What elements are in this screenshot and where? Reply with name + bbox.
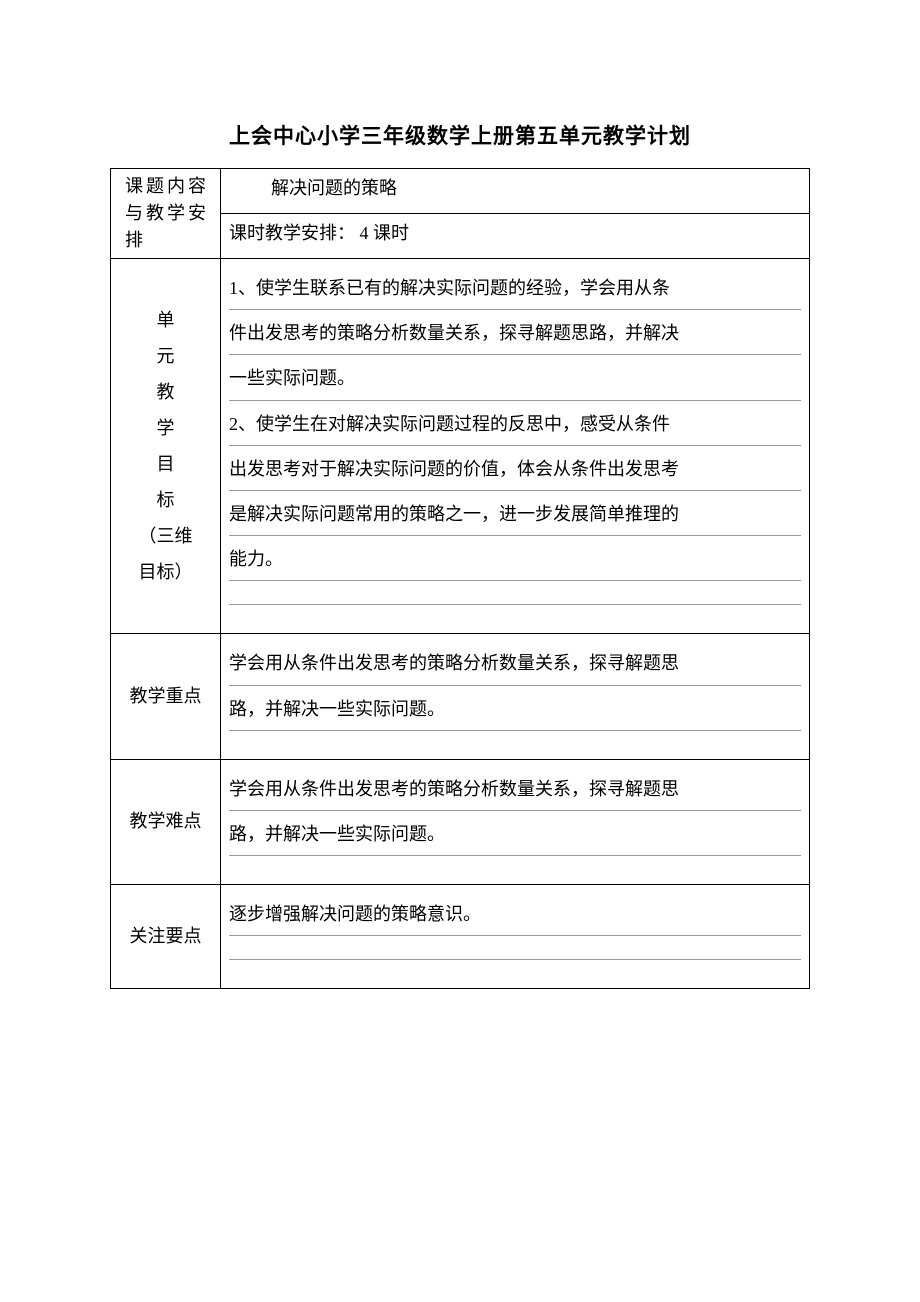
keypoint-label: 教学重点 xyxy=(111,634,221,759)
objectives-content: 1、使学生联系已有的解决实际问题的经验，学会用从条 件出发思考的策略分析数量关系… xyxy=(221,259,810,634)
keypoint-content: 学会用从条件出发思考的策略分析数量关系，探寻解题思 路，并解决一些实际问题。 xyxy=(221,634,810,759)
topic-label: 课题内容与教学安排 xyxy=(111,169,221,259)
obj-label-line: 目 xyxy=(119,446,212,482)
teaching-plan-table: 课题内容与教学安排 解决问题的策略 课时教学安排： 4 课时 单 元 教 学 目… xyxy=(110,168,810,989)
topic-schedule: 课时教学安排： 4 课时 xyxy=(221,214,810,259)
focus-label: 关注要点 xyxy=(111,885,221,989)
difficulty-empty-row xyxy=(229,856,801,880)
obj-row: 出发思考对于解决实际问题的价值，体会从条件出发思考 xyxy=(229,446,801,491)
obj-row: 是解决实际问题常用的策略之一，进一步发展简单推理的 xyxy=(229,491,801,536)
focus-empty-row xyxy=(229,936,801,960)
keypoint-label-text: 教学重点 xyxy=(119,683,212,710)
obj-empty-row xyxy=(229,581,801,605)
difficulty-content: 学会用从条件出发思考的策略分析数量关系，探寻解题思 路，并解决一些实际问题。 xyxy=(221,759,810,884)
obj-label-line: 单 xyxy=(119,302,212,338)
focus-row: 逐步增强解决问题的策略意识。 xyxy=(229,891,801,936)
objectives-label: 单 元 教 学 目 标 （三维 目标） xyxy=(111,259,221,634)
obj-label-line: 标 xyxy=(119,482,212,518)
keypoint-row: 学会用从条件出发思考的策略分析数量关系，探寻解题思 xyxy=(229,640,801,685)
obj-empty-row xyxy=(229,605,801,629)
difficulty-label: 教学难点 xyxy=(111,759,221,884)
keypoint-empty-row xyxy=(229,731,801,755)
difficulty-label-text: 教学难点 xyxy=(119,808,212,835)
page-title: 上会中心小学三年级数学上册第五单元教学计划 xyxy=(110,120,810,150)
obj-row: 件出发思考的策略分析数量关系，探寻解题思路，并解决 xyxy=(229,310,801,355)
focus-label-text: 关注要点 xyxy=(119,923,212,950)
obj-label-line: 目标） xyxy=(119,554,212,590)
obj-label-line: 学 xyxy=(119,410,212,446)
obj-label-line: 元 xyxy=(119,338,212,374)
obj-label-line: （三维 xyxy=(119,518,212,554)
focus-content: 逐步增强解决问题的策略意识。 xyxy=(221,885,810,989)
difficulty-row: 学会用从条件出发思考的策略分析数量关系，探寻解题思 xyxy=(229,766,801,811)
obj-row: 1、使学生联系已有的解决实际问题的经验，学会用从条 xyxy=(229,265,801,310)
obj-row: 2、使学生在对解决实际问题过程的反思中，感受从条件 xyxy=(229,401,801,446)
obj-row: 能力。 xyxy=(229,536,801,581)
obj-label-line: 教 xyxy=(119,374,212,410)
keypoint-row: 路，并解决一些实际问题。 xyxy=(229,686,801,731)
obj-row: 一些实际问题。 xyxy=(229,355,801,400)
topic-subject: 解决问题的策略 xyxy=(221,169,810,214)
difficulty-row: 路，并解决一些实际问题。 xyxy=(229,811,801,856)
focus-empty-row xyxy=(229,960,801,984)
